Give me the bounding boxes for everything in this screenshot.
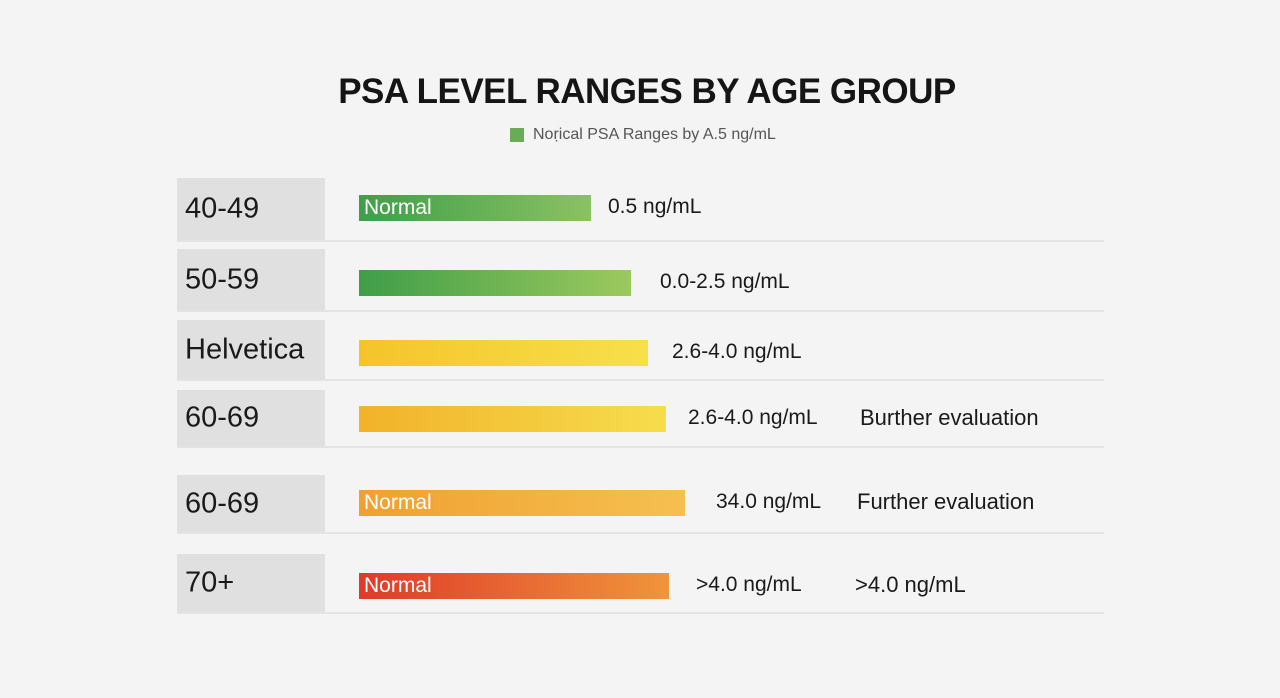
value-label: >4.0 ng/mL (696, 573, 802, 596)
bar: Normal (359, 573, 669, 599)
age-group-cell: 70+ (177, 554, 325, 612)
age-group-cell: 60-69 (177, 390, 325, 446)
age-group-label: 60-69 (185, 401, 260, 434)
value-label: 34.0 ng/mL (716, 490, 822, 513)
chart-row: Helvetica 2.6-4.0 ng/mL (177, 320, 1104, 381)
bar: Normal (359, 195, 591, 221)
bar: Normal (359, 490, 685, 516)
bar (359, 406, 666, 432)
value-label: 2.6-4.0 ng/mL (672, 340, 802, 363)
bar-label: Normal (364, 574, 432, 597)
note-label: Further evaluation (857, 489, 1035, 514)
age-group-cell: 40-49 (177, 178, 325, 240)
chart-row: 60-69 2.6-4.0 ng/mL Burther evaluation (177, 390, 1104, 448)
bar (359, 340, 648, 366)
chart-row: 40-49 Normal 0.5 ng/mL (177, 178, 1104, 242)
value-label: 0.5 ng/mL (608, 195, 702, 218)
age-group-label: 70+ (185, 566, 235, 599)
chart-row: 60-69 Normal 34.0 ng/mL Further evaluation (177, 475, 1104, 534)
chart-title: PSA LEVEL RANGES BY AGE GROUP (338, 72, 956, 111)
age-group-cell: Helvetica (177, 320, 325, 379)
bar-label: Normal (364, 491, 432, 514)
age-group-label: 60-69 (185, 487, 260, 519)
note-label: Burther evaluation (860, 405, 1039, 430)
age-group-cell: 50-59 (177, 249, 325, 310)
bar (359, 270, 631, 296)
chart-row: 50-59 0.0-2.5 ng/mL (177, 249, 1104, 312)
legend-swatch (510, 128, 524, 142)
age-group-label: 40-49 (185, 192, 260, 225)
chart-row: 70+ Normal >4.0 ng/mL >4.0 ng/mL (177, 554, 1104, 614)
age-group-label: 50-59 (185, 263, 260, 295)
note-label: >4.0 ng/mL (855, 572, 966, 597)
legend-label: Noṛical PSA Ranges by A.5 ng/mL (533, 126, 776, 143)
age-group-label: Helvetica (185, 333, 305, 365)
value-label: 2.6-4.0 ng/mL (688, 406, 818, 429)
bar-label: Normal (364, 196, 432, 219)
age-group-cell: 60-69 (177, 475, 325, 532)
value-label: 0.0-2.5 ng/mL (660, 270, 790, 293)
legend: Noṛical PSA Ranges by A.5 ng/mL (510, 126, 776, 144)
